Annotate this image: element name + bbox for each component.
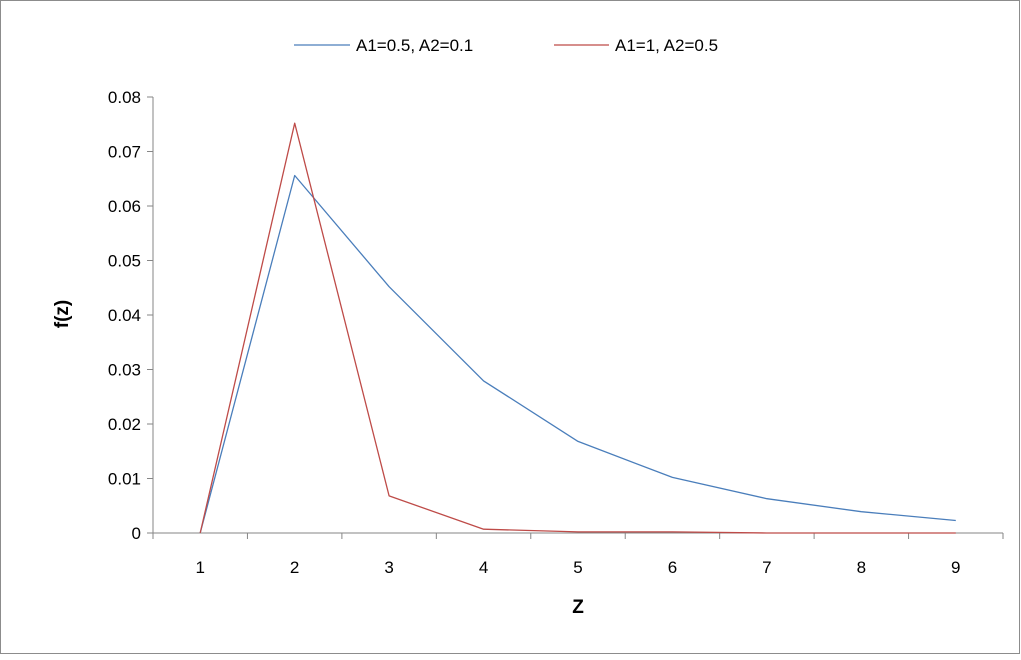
axes: 0 0.01 0.02 0.03 0.04 0.05 0.06 0.07 0.08 1 2 3 4 5 6 7… bbox=[108, 88, 1004, 577]
y-tick-label: 0.02 bbox=[108, 415, 141, 434]
y-tick-label: 0.05 bbox=[108, 252, 141, 271]
x-tick-label: 5 bbox=[573, 558, 582, 577]
x-tick-label: 7 bbox=[762, 558, 771, 577]
x-tick-label: 3 bbox=[384, 558, 393, 577]
legend: A1=0.5, A2=0.1 A1=1, A2=0.5 bbox=[294, 36, 718, 55]
x-axis-title: Z bbox=[572, 597, 584, 618]
legend-label-series-1: A1=0.5, A2=0.1 bbox=[356, 36, 473, 55]
y-tick-label: 0.03 bbox=[108, 361, 141, 380]
y-tick-label: 0.01 bbox=[108, 470, 141, 489]
x-tick-label: 2 bbox=[290, 558, 299, 577]
y-tick-label: 0.07 bbox=[108, 143, 141, 162]
x-tick-label: 9 bbox=[951, 558, 960, 577]
plot-series bbox=[199, 122, 956, 534]
y-tick-label: 0.06 bbox=[108, 197, 141, 216]
y-axis-title: f(z) bbox=[52, 300, 73, 328]
x-tick-label: 6 bbox=[668, 558, 677, 577]
series-line-1 bbox=[199, 174, 956, 534]
legend-label-series-2: A1=1, A2=0.5 bbox=[615, 36, 718, 55]
y-tick-label: 0 bbox=[132, 524, 141, 543]
x-tick-label: 8 bbox=[857, 558, 866, 577]
y-tick-label: 0.04 bbox=[108, 306, 141, 325]
series-line-2 bbox=[199, 122, 956, 534]
x-tick-label: 4 bbox=[479, 558, 488, 577]
x-tick-label: 1 bbox=[195, 558, 204, 577]
y-tick-label: 0.08 bbox=[108, 88, 141, 107]
